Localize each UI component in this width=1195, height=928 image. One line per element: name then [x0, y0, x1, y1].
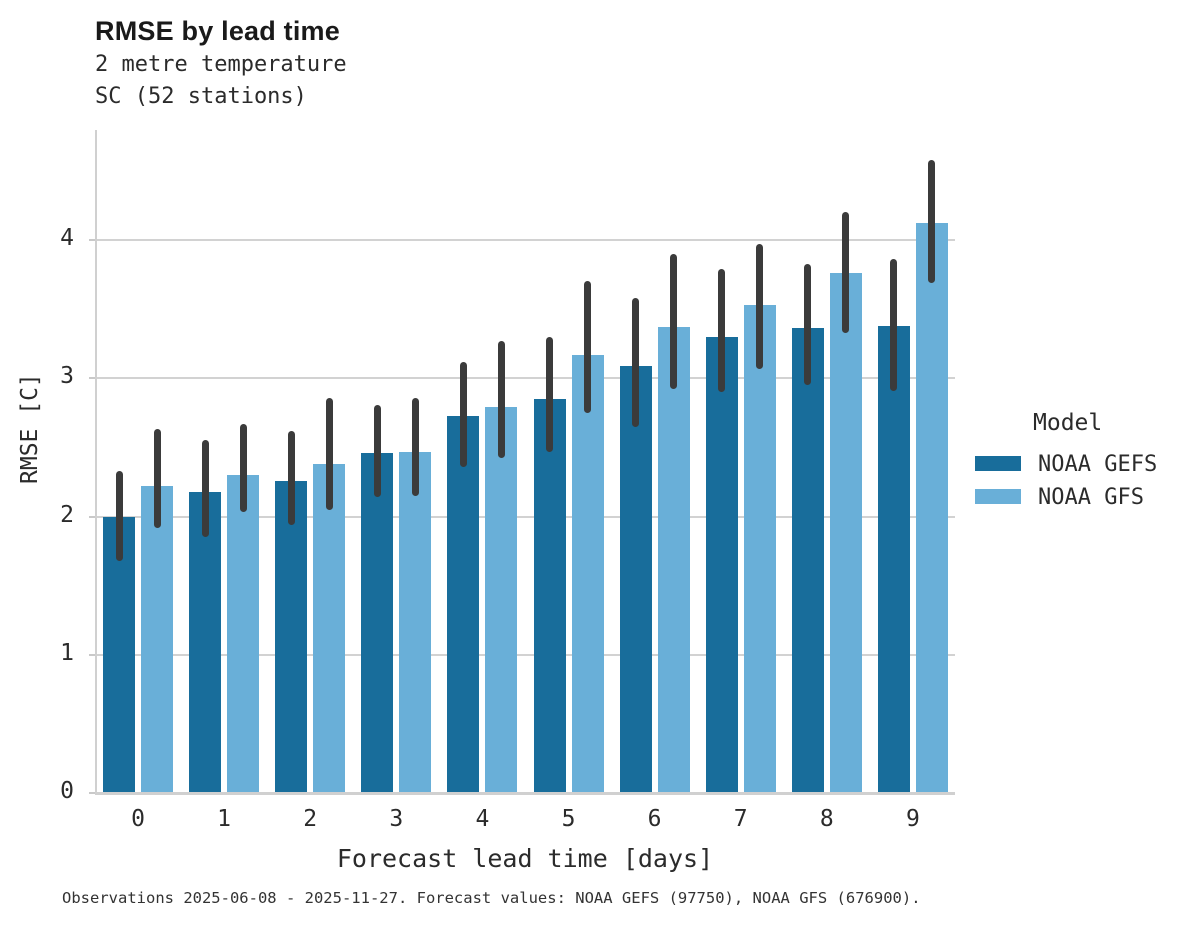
y-tick-label-2: 2 [60, 501, 74, 528]
bar-noaa-gefs-day9 [877, 325, 910, 793]
chart-title: RMSE by lead time [95, 16, 340, 46]
x-tick-label-4: 4 [475, 806, 490, 832]
bar-noaa-gfs-day5 [571, 354, 604, 793]
error-bar-noaa-gfs-day1 [239, 423, 247, 513]
bar-noaa-gefs-day4 [447, 415, 480, 793]
error-bar-noaa-gefs-day8 [804, 263, 812, 386]
bar-noaa-gefs-day5 [533, 398, 566, 793]
x-tick-label-3: 3 [389, 806, 404, 832]
gridline-y2 [95, 515, 955, 518]
x-tick-label-9: 9 [905, 806, 920, 832]
y-tick-2 [89, 515, 96, 518]
x-tick-label-5: 5 [561, 806, 576, 832]
x-tick-label-7: 7 [733, 806, 748, 832]
error-bar-noaa-gefs-day3 [373, 404, 381, 498]
gridline-y4 [95, 239, 955, 241]
y-tick-3 [89, 377, 96, 380]
error-bar-noaa-gfs-day8 [842, 212, 850, 333]
legend-swatch-noaa-gefs [975, 456, 1021, 471]
bar-noaa-gefs-day0 [103, 516, 135, 793]
error-bar-noaa-gefs-day1 [201, 440, 209, 538]
gridline-y3 [95, 377, 955, 380]
x-tick-label-0: 0 [131, 806, 145, 832]
x-axis-line [95, 792, 955, 795]
x-tick-label-2: 2 [303, 806, 318, 832]
y-tick-1 [89, 653, 96, 656]
y-tick-label-4: 4 [60, 225, 74, 251]
bar-noaa-gfs-day2 [313, 463, 346, 793]
bar-noaa-gefs-day6 [619, 365, 652, 793]
error-bar-noaa-gefs-day4 [459, 361, 467, 467]
y-tick-0 [89, 792, 96, 794]
chart-subtitle-variable: 2 metre temperature [95, 52, 347, 77]
x-tick-label-8: 8 [819, 806, 834, 832]
error-bar-noaa-gfs-day6 [670, 253, 678, 390]
error-bar-noaa-gefs-day0 [115, 470, 123, 561]
bar-noaa-gfs-day0 [141, 486, 173, 793]
x-axis-label: Forecast lead time [days] [336, 844, 714, 873]
error-bar-noaa-gefs-day9 [890, 259, 898, 391]
error-bar-noaa-gfs-day4 [497, 340, 505, 459]
legend-title: Model [1033, 410, 1103, 436]
y-tick-label-3: 3 [60, 363, 74, 390]
bar-noaa-gefs-day8 [791, 328, 824, 793]
error-bar-noaa-gefs-day5 [546, 336, 553, 452]
bar-noaa-gfs-day7 [743, 304, 776, 793]
error-bar-noaa-gfs-day9 [928, 159, 936, 283]
y-tick-label-1: 1 [60, 639, 74, 666]
x-tick-label-6: 6 [647, 806, 662, 832]
error-bar-noaa-gefs-day7 [718, 269, 726, 393]
bar-noaa-gfs-day1 [227, 475, 260, 793]
bar-noaa-gfs-day6 [657, 327, 690, 793]
y-axis-line [95, 130, 97, 793]
error-bar-noaa-gfs-day0 [153, 429, 161, 528]
legend-swatch-noaa-gfs [975, 489, 1021, 504]
bar-noaa-gfs-day3 [399, 451, 432, 793]
y-axis-label: RMSE [C] [17, 373, 43, 484]
bar-noaa-gefs-day3 [361, 452, 394, 793]
bar-noaa-gfs-day9 [915, 223, 948, 793]
y-tick-label-0: 0 [60, 778, 74, 804]
bar-noaa-gefs-day2 [275, 480, 308, 793]
legend-label: NOAA GFS [1038, 485, 1144, 510]
error-bar-noaa-gefs-day6 [632, 298, 640, 427]
error-bar-noaa-gfs-day5 [584, 281, 591, 413]
gridline-y1 [95, 653, 955, 656]
error-bar-noaa-gfs-day7 [756, 244, 764, 369]
error-bar-noaa-gfs-day2 [325, 397, 333, 510]
y-tick-4 [89, 239, 96, 241]
caption: Observations 2025-06-08 - 2025-11-27. Fo… [62, 889, 921, 907]
x-tick-label-1: 1 [217, 806, 232, 832]
error-bar-noaa-gefs-day2 [287, 430, 295, 525]
bar-noaa-gefs-day7 [705, 336, 738, 793]
error-bar-noaa-gfs-day3 [411, 397, 419, 496]
bar-noaa-gfs-day8 [829, 273, 862, 793]
bar-noaa-gfs-day4 [485, 407, 518, 793]
bar-noaa-gefs-day1 [189, 491, 222, 793]
chart-subtitle-region: SC (52 stations) [95, 84, 307, 109]
legend-label: NOAA GEFS [1038, 452, 1158, 477]
